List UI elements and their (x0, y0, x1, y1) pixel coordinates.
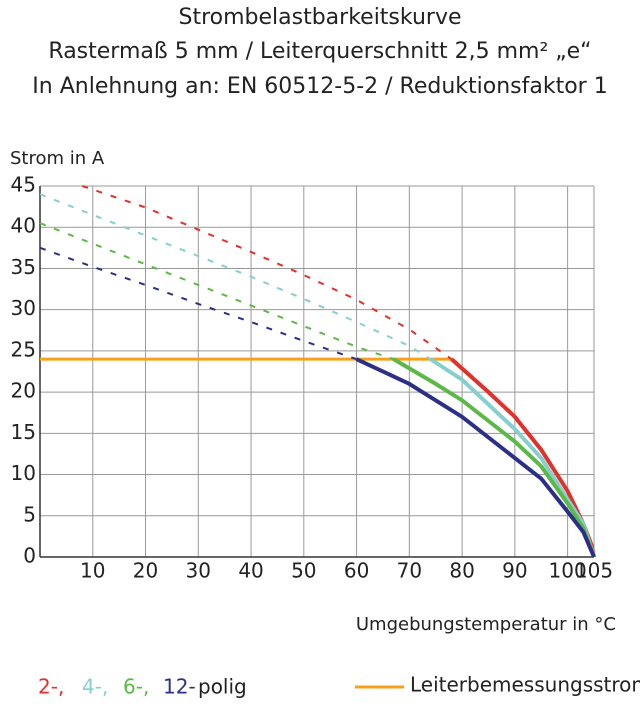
x-axis-label: Umgebungstemperatur in °C (356, 614, 616, 635)
limit-line (355, 357, 596, 558)
y-tick-label: 10 (11, 461, 36, 485)
limit-line (429, 357, 596, 558)
legend-label: 6-, (123, 675, 149, 699)
limit-line (392, 357, 596, 558)
y-tick-label: 15 (11, 420, 36, 444)
chart-subtitle: Rastermaß 5 mm / Leiterquerschnitt 2,5 m… (48, 39, 591, 64)
x-tick-label: 60 (344, 559, 369, 583)
x-tick-label: 80 (449, 559, 474, 583)
legend-label: 4-, (82, 675, 108, 699)
limit-line-dashed (39, 246, 357, 361)
legend-label: Leiterbemessungsstrom (410, 673, 640, 697)
x-tick-label: 100 (549, 559, 587, 583)
y-tick-label: 20 (11, 379, 36, 403)
y-tick-label: 30 (11, 296, 36, 320)
limit-line-dashed (39, 193, 431, 360)
chart-title: Strombelastbarkeitskurve (178, 5, 461, 30)
x-tick-label: 70 (397, 559, 422, 583)
y-tick-label: 25 (11, 337, 36, 361)
y-tick-label: 0 (23, 544, 36, 568)
y-axis-label: Strom in A (10, 148, 105, 169)
x-tick-label: 105 (575, 559, 613, 583)
x-tick-label: 50 (291, 559, 316, 583)
y-tick-label: 35 (11, 255, 36, 279)
x-tick-label: 90 (502, 559, 527, 583)
legend-label: 12- (163, 675, 196, 699)
y-tick-label: 45 (11, 173, 36, 197)
legend-label: 2-, (38, 675, 64, 699)
y-tick-label: 40 (11, 214, 36, 238)
x-tick-label: 30 (186, 559, 211, 583)
limit-line-dashed (39, 222, 394, 361)
limit-line-dashed (81, 185, 453, 360)
x-tick-label: 40 (238, 559, 263, 583)
legend-label: polig (198, 675, 247, 699)
x-tick-label: 20 (133, 559, 158, 583)
x-tick-label: 10 (80, 559, 105, 583)
chart-subtitle: In Anlehnung an: EN 60512-5-2 / Reduktio… (32, 74, 607, 99)
y-tick-label: 5 (23, 502, 36, 526)
